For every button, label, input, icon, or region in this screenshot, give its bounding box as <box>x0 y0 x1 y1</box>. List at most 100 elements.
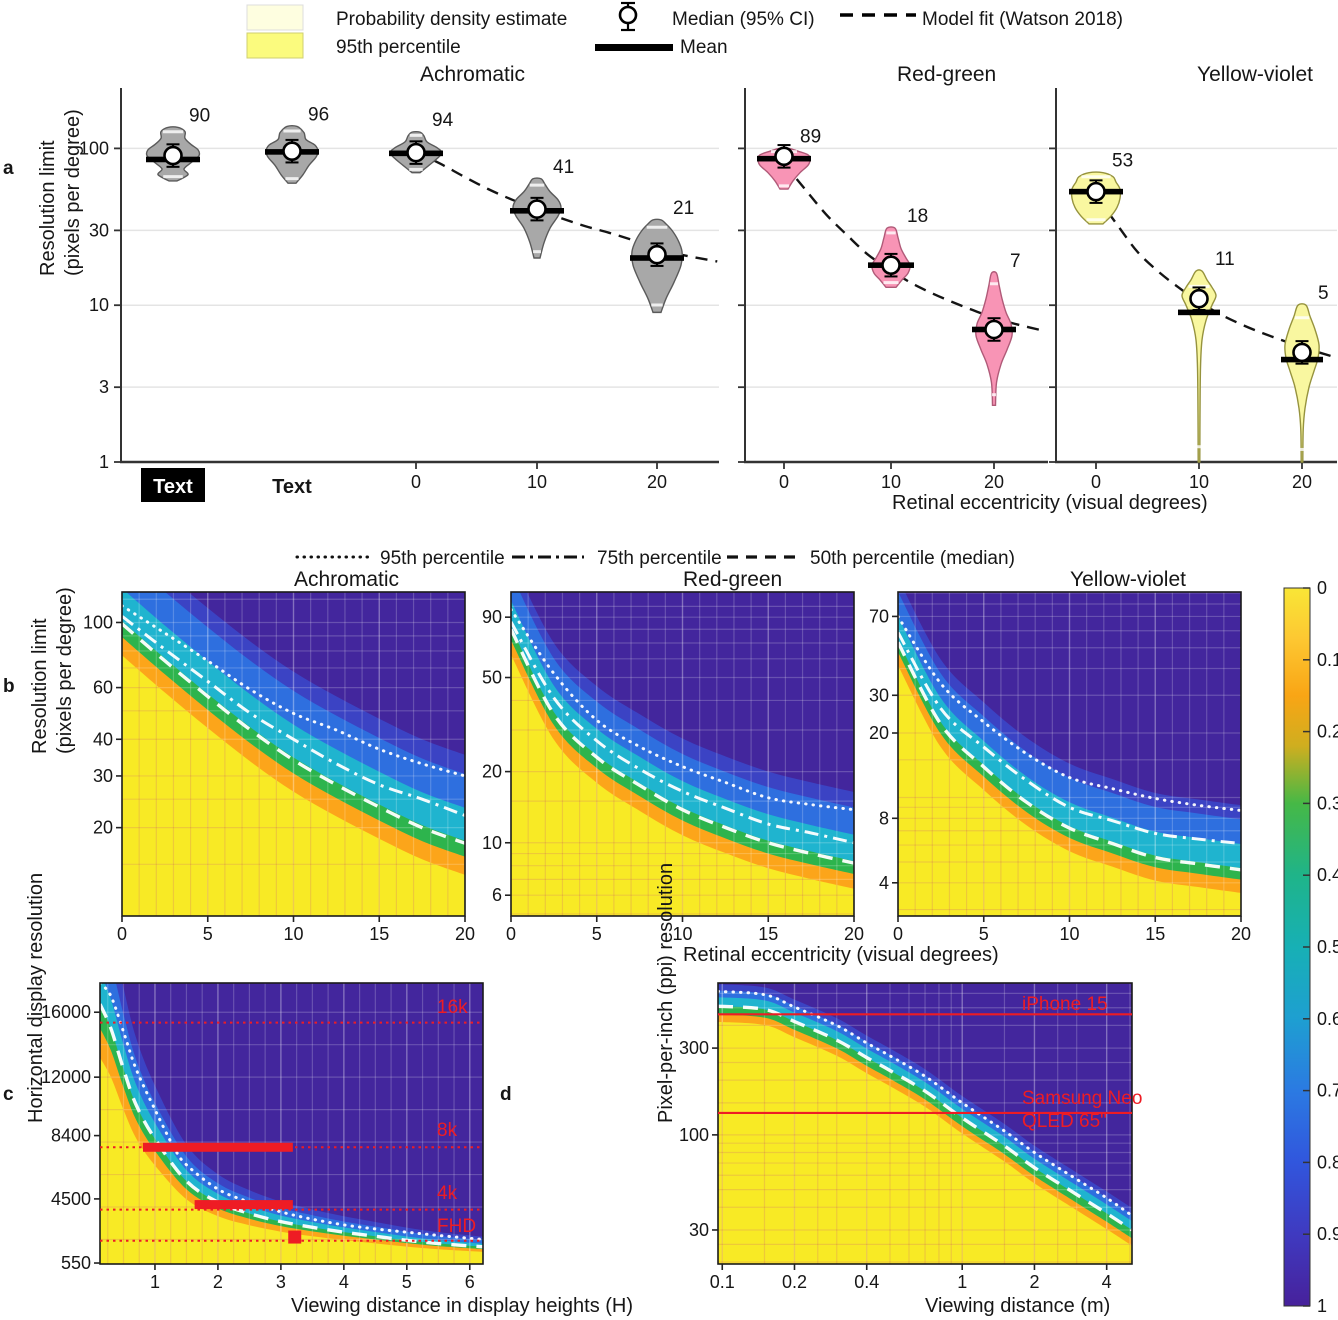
panel-a-title-achromatic: Achromatic <box>420 63 525 86</box>
panel-a-title-yellow-violet: Yellow-violet <box>1197 63 1313 86</box>
panel-c-4k-label: 4k <box>437 1183 458 1204</box>
panel-c-xlabel: Viewing distance in display heights (H) <box>291 1295 633 1317</box>
panel-d-ylabel: Pixel-per-inch (ppi) resolution <box>655 863 677 1123</box>
violin: 5 <box>1281 283 1329 463</box>
svg-text:8400: 8400 <box>51 1126 91 1146</box>
svg-text:10: 10 <box>89 295 109 315</box>
svg-text:20: 20 <box>1231 924 1251 944</box>
svg-text:20: 20 <box>455 924 475 944</box>
svg-text:4: 4 <box>339 1272 349 1292</box>
x-category-labels: Text Text <box>141 468 312 502</box>
svg-text:30: 30 <box>89 220 109 240</box>
violin: 7 <box>972 251 1021 406</box>
violin: 53 <box>1069 151 1133 225</box>
svg-text:8: 8 <box>879 808 889 828</box>
median-marker <box>984 319 1004 340</box>
svg-text:Text: Text <box>272 476 312 498</box>
svg-text:6: 6 <box>465 1272 475 1292</box>
svg-text:7: 7 <box>1010 251 1021 272</box>
violin: 90 <box>145 105 210 182</box>
svg-text:0.1: 0.1 <box>710 1272 735 1292</box>
svg-text:20: 20 <box>93 818 113 838</box>
legend-pdf-label: Probability density estimate <box>336 9 567 30</box>
violin: 11 <box>1178 249 1235 463</box>
legend-model-label: Model fit (Watson 2018) <box>922 9 1123 30</box>
svg-text:0.1: 0.1 <box>1317 650 1338 670</box>
legend-panel-a: Probability density estimate 95th percen… <box>246 1 1123 59</box>
pdf-swatch-icon <box>246 4 304 31</box>
svg-text:0.4: 0.4 <box>1317 865 1338 885</box>
svg-text:70: 70 <box>869 606 889 626</box>
svg-text:10: 10 <box>1189 472 1209 492</box>
svg-text:300: 300 <box>679 1038 709 1058</box>
panel-label-d: d <box>500 1084 512 1105</box>
svg-text:20: 20 <box>482 762 502 782</box>
svg-text:5: 5 <box>402 1272 412 1292</box>
svg-text:2: 2 <box>213 1272 223 1292</box>
red-range-bar <box>143 1142 293 1152</box>
panel-c-red-annotations <box>100 1021 483 1244</box>
panel-c-ylabel: Horizontal display resolution <box>25 873 47 1123</box>
panel-d-iphone-label: iPhone 15 <box>1022 994 1108 1015</box>
svg-text:0.4: 0.4 <box>854 1272 879 1292</box>
median-marker <box>647 244 667 265</box>
svg-text:5: 5 <box>979 924 989 944</box>
svg-text:50: 50 <box>482 668 502 688</box>
svg-text:4: 4 <box>1102 1272 1112 1292</box>
panel-d-xlabel: Viewing distance (m) <box>925 1295 1110 1317</box>
svg-text:94: 94 <box>432 110 454 131</box>
svg-text:4500: 4500 <box>51 1189 91 1209</box>
svg-text:0.8: 0.8 <box>1317 1152 1338 1172</box>
violin: 18 <box>868 206 928 289</box>
colorbar: 0 0.1 0.2 0.3 0.4 0.5 0.6 0.7 0.8 0.9 1 <box>1283 578 1338 1316</box>
median-marker <box>527 199 547 219</box>
p95-swatch-icon <box>246 32 304 59</box>
svg-text:40: 40 <box>93 729 113 749</box>
panel-b-xlabel: Retinal eccentricity (visual degrees) <box>683 944 999 966</box>
median-marker <box>881 255 901 275</box>
panel-a-xlabel: Retinal eccentricity (visual degrees) <box>892 492 1208 514</box>
panel-d-samsung-label-line1: Samsung Neo <box>1022 1088 1142 1109</box>
violin-panel-red-green: 0 10 20 89 18 7 <box>738 88 1048 492</box>
median-marker <box>1292 342 1312 363</box>
mean-line-icon <box>595 44 673 51</box>
panel-d-samsung-label-line2: QLED 65" <box>1022 1111 1107 1132</box>
median-marker <box>1086 181 1106 202</box>
svg-text:0: 0 <box>893 924 903 944</box>
legend-b-p95-label: 95th percentile <box>380 548 505 569</box>
svg-text:5: 5 <box>1318 283 1329 304</box>
svg-text:0.2: 0.2 <box>782 1272 807 1292</box>
median-marker <box>282 141 302 161</box>
svg-text:100: 100 <box>79 138 109 158</box>
svg-text:11: 11 <box>1215 249 1235 270</box>
svg-text:0.5: 0.5 <box>1317 937 1338 957</box>
svg-text:0.7: 0.7 <box>1317 1081 1338 1101</box>
svg-text:30: 30 <box>93 766 113 786</box>
violin: 94 <box>389 110 454 174</box>
svg-text:15: 15 <box>758 924 778 944</box>
violin-panel-achromatic: 1 3 10 30 100 0 10 20 90 96 94 41 21 Text Text <box>79 88 719 502</box>
median-marker-icon <box>618 1 638 32</box>
svg-text:5: 5 <box>203 924 213 944</box>
panel-d-red-annotations <box>718 1013 1132 1115</box>
median-marker <box>163 145 183 166</box>
heatmap-b-red-green: 6 10 20 50 90 0 5 10 15 20 <box>482 591 864 944</box>
panel-label-b: b <box>3 676 15 697</box>
svg-text:15: 15 <box>369 924 389 944</box>
svg-text:20: 20 <box>844 924 864 944</box>
svg-text:89: 89 <box>800 126 821 147</box>
svg-text:20: 20 <box>984 472 1004 492</box>
svg-text:0.6: 0.6 <box>1317 1009 1338 1029</box>
svg-text:0: 0 <box>117 924 127 944</box>
svg-text:550: 550 <box>61 1253 91 1273</box>
panel-c-fhd-label: FHD <box>437 1216 476 1237</box>
legend-p95-label: 95th percentile <box>336 37 461 58</box>
svg-text:0.2: 0.2 <box>1317 722 1338 742</box>
svg-text:30: 30 <box>869 685 889 705</box>
panel-b-ylabel-line1: Resolution limit <box>29 618 51 754</box>
red-square-marker <box>288 1230 302 1244</box>
svg-text:10: 10 <box>283 924 303 944</box>
svg-text:0.9: 0.9 <box>1317 1224 1338 1244</box>
svg-text:12000: 12000 <box>41 1067 91 1087</box>
